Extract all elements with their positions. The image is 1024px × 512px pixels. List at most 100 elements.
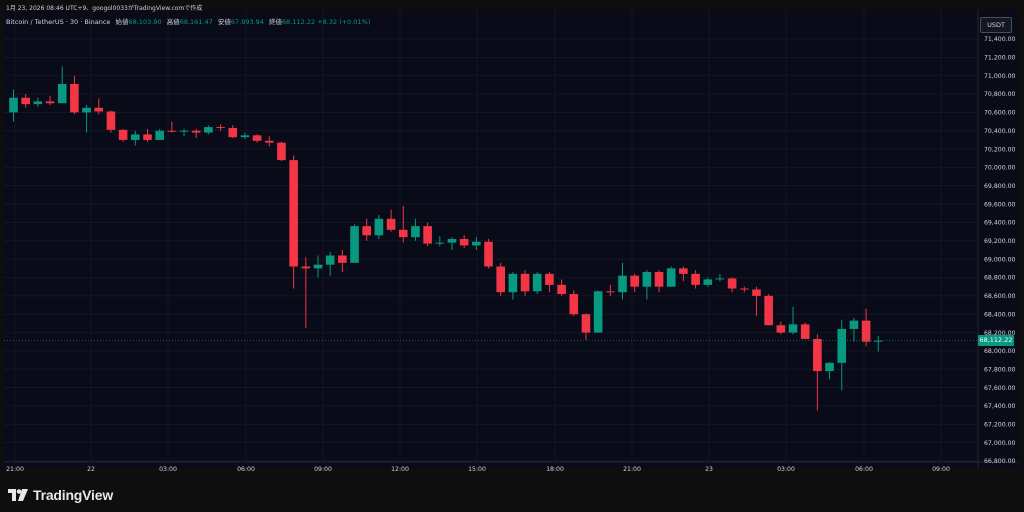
candle — [94, 98, 104, 115]
price-tick-label: 67,400.00 — [984, 403, 1016, 410]
candle — [435, 236, 445, 247]
candle-body — [447, 238, 457, 243]
low-value: 67,993.94 — [230, 18, 264, 26]
footer — [0, 476, 1024, 512]
candle — [642, 270, 652, 300]
candle-body — [386, 218, 396, 230]
candle — [484, 238, 493, 269]
candle — [277, 141, 286, 162]
candle-body — [776, 325, 786, 333]
candle — [33, 97, 43, 107]
candle — [679, 266, 688, 282]
candle — [82, 105, 91, 133]
candle — [9, 89, 18, 122]
candle — [301, 257, 311, 328]
candle-body — [179, 130, 189, 132]
tradingview-logo[interactable]: TradingView — [8, 487, 113, 503]
price-tick-label: 71,000.00 — [984, 73, 1016, 80]
candle-body — [630, 275, 639, 287]
candle-body — [70, 83, 79, 113]
time-tick-label: 15:00 — [468, 466, 486, 473]
time-tick-label: 06:00 — [237, 466, 255, 473]
candle — [740, 286, 749, 293]
candle-body — [82, 107, 91, 113]
candle-body — [325, 255, 335, 265]
high-value: 68,161.47 — [179, 18, 213, 26]
candle-body — [472, 241, 481, 246]
candle-body — [57, 83, 67, 104]
candle — [496, 262, 505, 296]
candle-body — [642, 272, 652, 287]
price-tick-label: 70,200.00 — [984, 146, 1016, 153]
candle-body — [435, 242, 445, 244]
candle — [447, 237, 457, 250]
candle — [289, 155, 298, 289]
candle-body — [752, 289, 761, 296]
current-price-badge: 68,112.22 — [978, 335, 1014, 347]
price-tick-label: 71,200.00 — [984, 55, 1016, 62]
candle-body — [45, 101, 55, 104]
candle-body — [873, 340, 883, 342]
currency-button[interactable]: USDT — [980, 17, 1012, 33]
candle — [411, 218, 420, 241]
chart-area[interactable]: 66,800.00 67,000.00 67,200.00 67,400.00 67,6… — [0, 0, 1024, 476]
candle-body — [727, 278, 737, 289]
candle-body — [715, 278, 725, 280]
candle — [45, 95, 55, 106]
candle-body — [289, 160, 298, 267]
candle-body — [654, 272, 664, 287]
candle — [131, 130, 140, 146]
candle — [873, 336, 883, 352]
price-tick-label: 67,000.00 — [984, 440, 1016, 447]
candle-body — [155, 130, 164, 140]
candle-body — [362, 226, 372, 236]
candle — [240, 132, 250, 139]
symbol-header: Bitcoin / TetherUS · 30 · Binance 始値68,1… — [6, 16, 370, 26]
candle-body — [593, 291, 603, 333]
candles — [9, 66, 883, 411]
candle — [606, 284, 615, 296]
candle — [57, 66, 67, 104]
time-axis[interactable]: 21:00 22 03:00 06:00 09:00 12:00 15:00 18:00 21:… — [6, 466, 950, 473]
candle-body — [813, 338, 822, 372]
candle — [155, 128, 164, 140]
candle — [143, 128, 152, 142]
time-tick-label: 03:00 — [777, 466, 795, 473]
change-value: +8.32 (+0.01%) — [317, 18, 371, 26]
price-tick-label: 70,600.00 — [984, 110, 1016, 117]
price-tick-label: 66,800.00 — [984, 458, 1016, 465]
grid-lines — [4, 10, 978, 462]
candle-body — [411, 226, 420, 238]
price-tick-label: 69,200.00 — [984, 238, 1016, 245]
candle — [654, 270, 664, 293]
time-tick-label: 21:00 — [623, 466, 641, 473]
candle — [545, 272, 554, 293]
time-tick-label: 03:00 — [159, 466, 177, 473]
candle-body — [374, 218, 384, 236]
candle — [569, 290, 579, 317]
price-axis[interactable]: 66,800.00 67,000.00 67,200.00 67,400.00 67,6… — [984, 36, 1016, 465]
candle — [581, 313, 591, 340]
candle — [398, 205, 408, 243]
candle-body — [666, 268, 676, 287]
candle — [374, 215, 384, 239]
candle-body — [825, 362, 834, 372]
candle — [861, 308, 871, 347]
candle — [788, 306, 798, 335]
candle — [118, 128, 128, 142]
candle-body — [423, 226, 432, 244]
candle-body — [118, 129, 128, 140]
candle-body — [557, 284, 566, 295]
price-tick-label: 67,600.00 — [984, 385, 1016, 392]
candle — [179, 128, 189, 137]
high-label: 高値 — [166, 18, 180, 26]
candle-body — [545, 273, 554, 285]
time-tick-label: 23 — [705, 466, 713, 473]
close-label: 終値 — [269, 18, 283, 26]
candle-body — [252, 135, 262, 141]
candle-body — [131, 134, 140, 140]
candle-body — [679, 268, 688, 274]
candlestick-chart[interactable]: 66,800.00 67,000.00 67,200.00 67,400.00 67,6… — [0, 0, 1024, 476]
candle — [825, 361, 834, 380]
symbol-name[interactable]: Bitcoin / TetherUS · 30 · Binance — [6, 18, 111, 26]
